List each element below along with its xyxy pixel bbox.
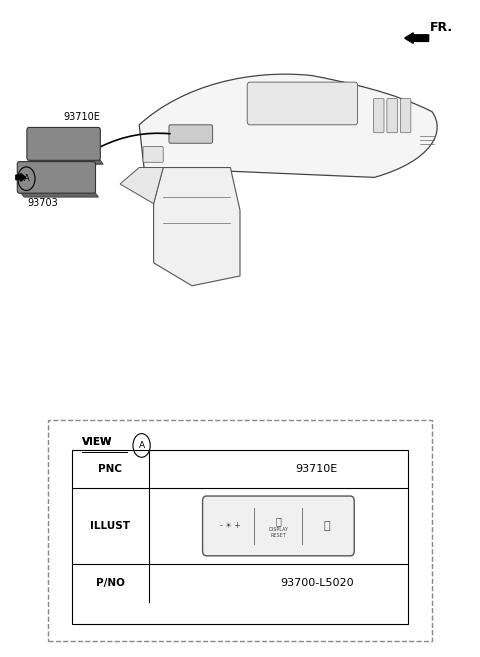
Text: - ☀ +: - ☀ + [220, 522, 241, 530]
FancyBboxPatch shape [247, 82, 358, 125]
Text: P/NO: P/NO [96, 578, 125, 588]
Text: ⎕: ⎕ [276, 516, 281, 526]
FancyArrow shape [16, 173, 25, 181]
Text: 93700-L5020: 93700-L5020 [280, 578, 354, 588]
Text: 93710E: 93710E [63, 112, 100, 122]
FancyBboxPatch shape [27, 127, 100, 160]
Polygon shape [29, 158, 103, 164]
FancyBboxPatch shape [387, 99, 397, 133]
Text: A: A [24, 174, 29, 183]
FancyBboxPatch shape [169, 125, 213, 143]
FancyBboxPatch shape [17, 162, 96, 193]
FancyBboxPatch shape [143, 147, 163, 162]
Text: DISPLAY
RESET: DISPLAY RESET [268, 527, 288, 538]
Text: 93703: 93703 [28, 198, 59, 208]
Polygon shape [19, 191, 98, 197]
Text: 93710E: 93710E [296, 464, 338, 474]
Text: VIEW: VIEW [82, 437, 112, 447]
Text: A: A [139, 441, 144, 450]
Polygon shape [154, 168, 240, 286]
Polygon shape [120, 168, 163, 204]
Bar [72, 450, 408, 624]
FancyArrow shape [405, 33, 429, 43]
Bar [48, 420, 432, 641]
Text: PNC: PNC [98, 464, 122, 474]
FancyBboxPatch shape [373, 99, 384, 133]
PathPatch shape [139, 74, 437, 177]
Text: ⛹: ⛹ [323, 521, 330, 531]
FancyBboxPatch shape [400, 99, 411, 133]
Text: FR.: FR. [430, 21, 453, 34]
Text: VIEW: VIEW [82, 437, 112, 447]
FancyBboxPatch shape [203, 496, 354, 556]
Text: ILLUST: ILLUST [90, 521, 131, 531]
